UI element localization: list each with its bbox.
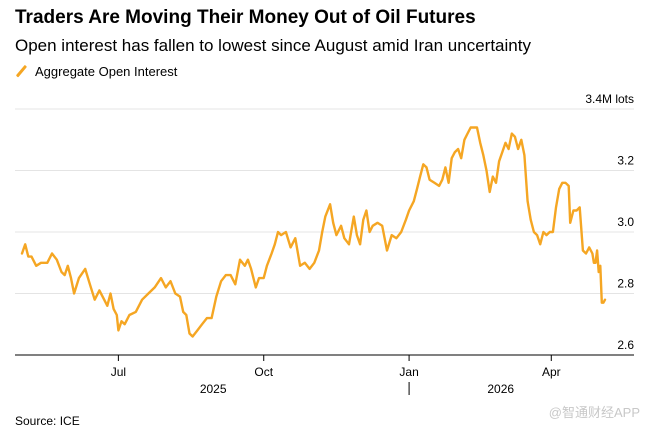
legend-label: Aggregate Open Interest bbox=[35, 63, 178, 79]
x-tick-label: Oct bbox=[254, 365, 273, 379]
y-tick-label: 3.2 bbox=[617, 154, 634, 168]
y-tick-label: 2.6 bbox=[617, 338, 634, 352]
chart-subtitle: Open interest has fallen to lowest since… bbox=[15, 36, 531, 55]
x-tick-label: Jul bbox=[111, 365, 126, 379]
watermark: @智通财经APP bbox=[548, 405, 640, 420]
y-tick-label: 3.0 bbox=[617, 215, 634, 229]
x-tick-label: Jan bbox=[399, 365, 418, 379]
series-line-aggregate-open-interest bbox=[20, 126, 607, 338]
source-note: Source: ICE bbox=[15, 414, 80, 428]
y-tick-label: 3.4M lots bbox=[585, 92, 634, 106]
x-tick-label: Apr bbox=[542, 365, 561, 379]
chart-title: Traders Are Moving Their Money Out of Oi… bbox=[15, 7, 476, 28]
legend: Aggregate Open Interest bbox=[15, 61, 177, 81]
y-tick-label: 2.8 bbox=[617, 277, 634, 291]
year-label: 2026 bbox=[487, 382, 514, 396]
year-label: 2025 bbox=[200, 382, 227, 396]
